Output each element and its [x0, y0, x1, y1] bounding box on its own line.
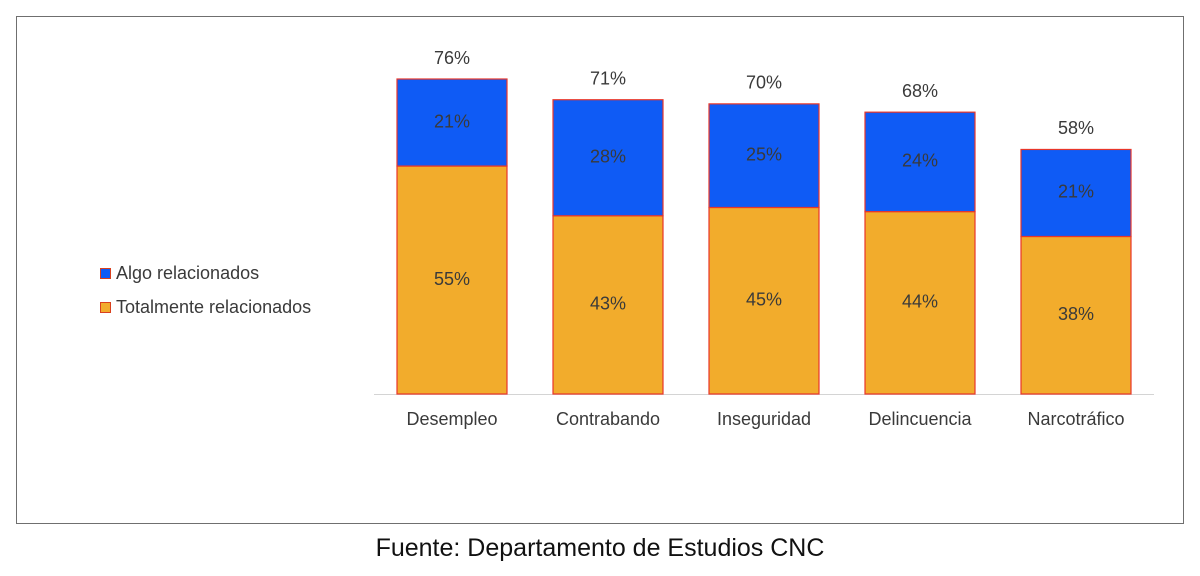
bar-algo-3: [864, 111, 976, 213]
total-label-4: 58%: [1058, 118, 1094, 138]
bar-algo-0: [396, 78, 508, 167]
data-label-totalmente-4: 38%: [1058, 304, 1094, 324]
data-label-totalmente-1: 43%: [590, 294, 626, 314]
data-label-algo-2: 25%: [746, 144, 782, 164]
legend-swatch-algo: [100, 267, 111, 279]
legend: Algo relacionados Totalmente relacionado…: [100, 256, 311, 324]
x-tick-label-4: Narcotráfico: [1027, 409, 1124, 429]
data-label-algo-1: 28%: [590, 147, 626, 167]
data-label-algo-4: 21%: [1058, 182, 1094, 202]
legend-item-totalmente: Totalmente relacionados: [100, 290, 311, 324]
bar-totalmente-0: [396, 165, 508, 395]
x-tick-label-2: Inseguridad: [717, 409, 811, 429]
total-label-0: 76%: [434, 48, 470, 68]
bar-totalmente-2: [708, 206, 820, 395]
data-label-totalmente-0: 55%: [434, 269, 470, 289]
x-tick-label-0: Desempleo: [406, 409, 497, 429]
data-label-algo-0: 21%: [434, 111, 470, 131]
data-label-totalmente-3: 44%: [902, 292, 938, 312]
bar-algo-2: [708, 103, 820, 209]
legend-swatch-totalmente: [100, 301, 111, 313]
legend-item-algo: Algo relacionados: [100, 256, 311, 290]
bar-algo-1: [552, 99, 664, 217]
bar-totalmente-3: [864, 211, 976, 395]
data-label-algo-3: 24%: [902, 151, 938, 171]
x-tick-label-1: Contrabando: [556, 409, 660, 429]
legend-label-algo: Algo relacionados: [116, 262, 260, 283]
total-label-1: 71%: [590, 68, 626, 88]
bar-totalmente-4: [1020, 235, 1132, 395]
bar-algo-4: [1020, 148, 1132, 238]
source-caption: Fuente: Departamento de Estudios CNC: [375, 534, 825, 562]
data-label-totalmente-2: 45%: [746, 289, 782, 309]
total-label-2: 70%: [746, 73, 782, 93]
x-tick-label-3: Delincuencia: [868, 409, 972, 429]
legend-label-totalmente: Totalmente relacionados: [116, 296, 312, 317]
total-label-3: 68%: [902, 81, 938, 101]
